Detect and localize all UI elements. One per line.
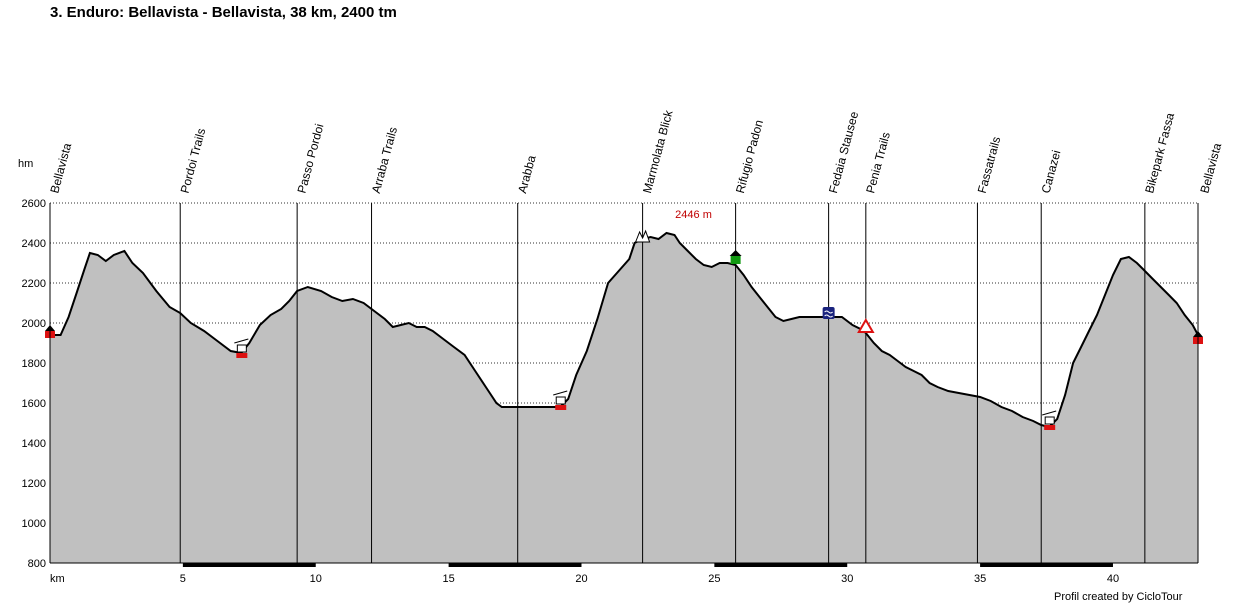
waypoint-label: Arraba Trails (369, 125, 400, 194)
x-axis-band (980, 563, 1113, 567)
x-tick-label: 35 (974, 573, 986, 585)
peak-elevation-label: 2446 m (675, 209, 712, 221)
y-tick-label: 2000 (22, 318, 46, 330)
waypoint-label: Fassatrails (975, 135, 1004, 195)
elevation-area (50, 233, 1198, 563)
x-axis-band (182, 563, 316, 567)
lake-icon (822, 307, 835, 319)
summit-icon (634, 229, 651, 243)
y-tick-label: 1600 (22, 398, 46, 410)
waypoint-label: Canazei (1039, 149, 1064, 195)
waypoint-label: Passo Pordoi (295, 122, 327, 195)
axis-layer: 800 1000 1200 1400 1600 1800 2000 2200 2400 2600 5… (22, 198, 1199, 585)
gondola-icon (553, 390, 568, 410)
waypoint-label: Fedaia Stausee (826, 110, 861, 195)
x-tick-label: 25 (708, 573, 720, 585)
y-tick-label: 2400 (22, 238, 46, 250)
waypoint-label: Marmolata Blick (640, 108, 676, 195)
y-tick-label: 1400 (22, 438, 46, 450)
waypoint-label: Pordoi Trails (178, 127, 209, 195)
x-tick-label: 5 (180, 573, 186, 585)
y-tick-label: 800 (28, 558, 46, 570)
x-tick-label: 20 (575, 573, 587, 585)
waypoint-label: Rifugio Padon (733, 118, 766, 194)
x-tick-label: 40 (1107, 573, 1119, 585)
waypoint-label: Bellavista (1197, 141, 1224, 195)
x-axis-label: km (50, 573, 65, 585)
waypoint-label: Penia Trails (863, 131, 893, 195)
waypoint-label: Arabba (515, 153, 539, 194)
y-tick-label: 1000 (22, 518, 46, 530)
waypoint-label: Bellavista (47, 141, 74, 195)
y-tick-label: 2600 (22, 198, 46, 210)
gondola-icon (234, 338, 249, 358)
warning-triangle-icon (857, 318, 875, 333)
y-tick-label: 1800 (22, 358, 46, 370)
y-tick-label: 2200 (22, 278, 46, 290)
waypoint-label: Bikepark Fassa (1142, 111, 1177, 195)
y-axis-label: hm (18, 158, 33, 170)
credit-text: Profil created by CicloTour (1054, 591, 1183, 603)
hut-icon (729, 250, 742, 264)
x-axis-band (714, 563, 848, 567)
elevation-line (50, 231, 1199, 429)
chart-title: 3. Enduro: Bellavista - Bellavista, 38 k… (50, 4, 397, 21)
x-tick-label: 30 (841, 573, 853, 585)
gondola-icon (1042, 410, 1057, 430)
x-tick-label: 10 (310, 573, 322, 585)
x-tick-label: 15 (442, 573, 454, 585)
x-axis-band (448, 563, 582, 567)
y-tick-label: 1200 (22, 478, 46, 490)
